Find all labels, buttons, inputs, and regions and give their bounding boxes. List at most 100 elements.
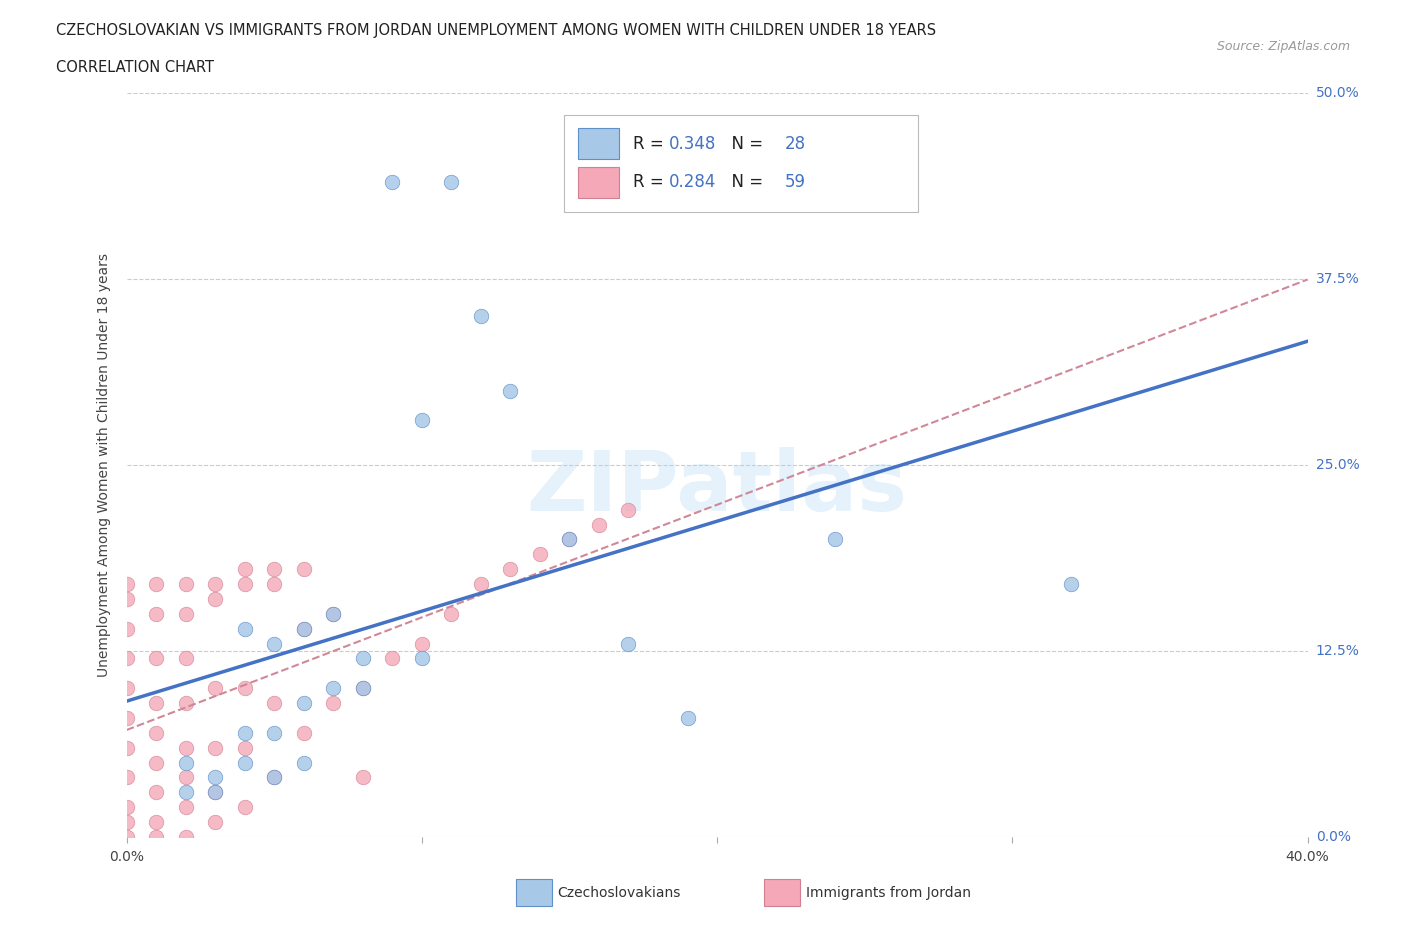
Point	[204, 785, 226, 800]
Point	[204, 577, 226, 591]
Point	[352, 681, 374, 696]
Text: 25.0%: 25.0%	[1316, 458, 1360, 472]
Text: Immigrants from Jordan: Immigrants from Jordan	[806, 885, 970, 900]
Point	[824, 532, 846, 547]
Point	[145, 606, 167, 621]
Point	[233, 740, 256, 755]
Point	[115, 815, 138, 830]
Text: 50.0%: 50.0%	[1316, 86, 1360, 100]
Point	[322, 696, 344, 711]
Point	[1060, 577, 1083, 591]
Point	[115, 651, 138, 666]
Point	[174, 770, 197, 785]
Point	[145, 755, 167, 770]
Point	[204, 815, 226, 830]
Point	[145, 815, 167, 830]
Point	[115, 621, 138, 636]
Point	[381, 175, 404, 190]
Point	[381, 651, 404, 666]
Point	[204, 785, 226, 800]
Point	[145, 577, 167, 591]
Point	[263, 696, 285, 711]
Point	[558, 532, 581, 547]
Text: 12.5%: 12.5%	[1316, 644, 1360, 658]
Point	[499, 383, 522, 398]
Point	[292, 562, 315, 577]
Point	[115, 800, 138, 815]
Point	[617, 636, 640, 651]
Point	[322, 606, 344, 621]
Point	[174, 740, 197, 755]
Point	[233, 800, 256, 815]
Point	[233, 681, 256, 696]
Point	[145, 725, 167, 740]
Text: Czechoslovakians: Czechoslovakians	[558, 885, 681, 900]
Point	[233, 725, 256, 740]
Point	[233, 621, 256, 636]
Bar	[765, 880, 800, 906]
Bar	[516, 880, 551, 906]
Point	[411, 651, 433, 666]
Text: 0.284: 0.284	[669, 173, 716, 192]
Point	[115, 740, 138, 755]
Point	[292, 696, 315, 711]
Point	[352, 770, 374, 785]
Text: 0.348: 0.348	[669, 135, 716, 153]
Point	[499, 562, 522, 577]
Point	[233, 562, 256, 577]
Bar	[578, 128, 619, 159]
Point	[588, 517, 610, 532]
Point	[292, 725, 315, 740]
Point	[174, 577, 197, 591]
Point	[174, 800, 197, 815]
Text: 0.0%: 0.0%	[1316, 830, 1351, 844]
Point	[440, 606, 463, 621]
Text: 28: 28	[785, 135, 806, 153]
Point	[411, 636, 433, 651]
Point	[352, 651, 374, 666]
Point	[174, 830, 197, 844]
Text: Source: ZipAtlas.com: Source: ZipAtlas.com	[1216, 40, 1350, 53]
Point	[322, 606, 344, 621]
Point	[115, 830, 138, 844]
Point	[145, 651, 167, 666]
Point	[115, 577, 138, 591]
Text: R =: R =	[633, 173, 669, 192]
Point	[115, 711, 138, 725]
Point	[529, 547, 551, 562]
Point	[233, 755, 256, 770]
Point	[263, 636, 285, 651]
Point	[174, 696, 197, 711]
Point	[204, 770, 226, 785]
Point	[558, 532, 581, 547]
Point	[292, 755, 315, 770]
Point	[174, 606, 197, 621]
Text: 59: 59	[785, 173, 806, 192]
Point	[233, 577, 256, 591]
Point	[204, 681, 226, 696]
Text: 37.5%: 37.5%	[1316, 272, 1360, 286]
Text: CZECHOSLOVAKIAN VS IMMIGRANTS FROM JORDAN UNEMPLOYMENT AMONG WOMEN WITH CHILDREN: CZECHOSLOVAKIAN VS IMMIGRANTS FROM JORDA…	[56, 23, 936, 38]
Point	[145, 785, 167, 800]
Text: N =: N =	[721, 173, 768, 192]
Point	[204, 740, 226, 755]
Point	[145, 696, 167, 711]
Point	[174, 755, 197, 770]
Point	[263, 577, 285, 591]
Text: R =: R =	[633, 135, 669, 153]
Point	[322, 681, 344, 696]
Point	[174, 785, 197, 800]
Point	[263, 770, 285, 785]
Point	[263, 562, 285, 577]
Text: N =: N =	[721, 135, 768, 153]
Point	[292, 621, 315, 636]
Point	[470, 577, 492, 591]
Text: ZIPatlas: ZIPatlas	[527, 446, 907, 528]
Point	[263, 725, 285, 740]
Bar	[564, 115, 918, 212]
Point	[115, 591, 138, 606]
Point	[617, 502, 640, 517]
Point	[292, 621, 315, 636]
Point	[440, 175, 463, 190]
Y-axis label: Unemployment Among Women with Children Under 18 years: Unemployment Among Women with Children U…	[97, 253, 111, 677]
